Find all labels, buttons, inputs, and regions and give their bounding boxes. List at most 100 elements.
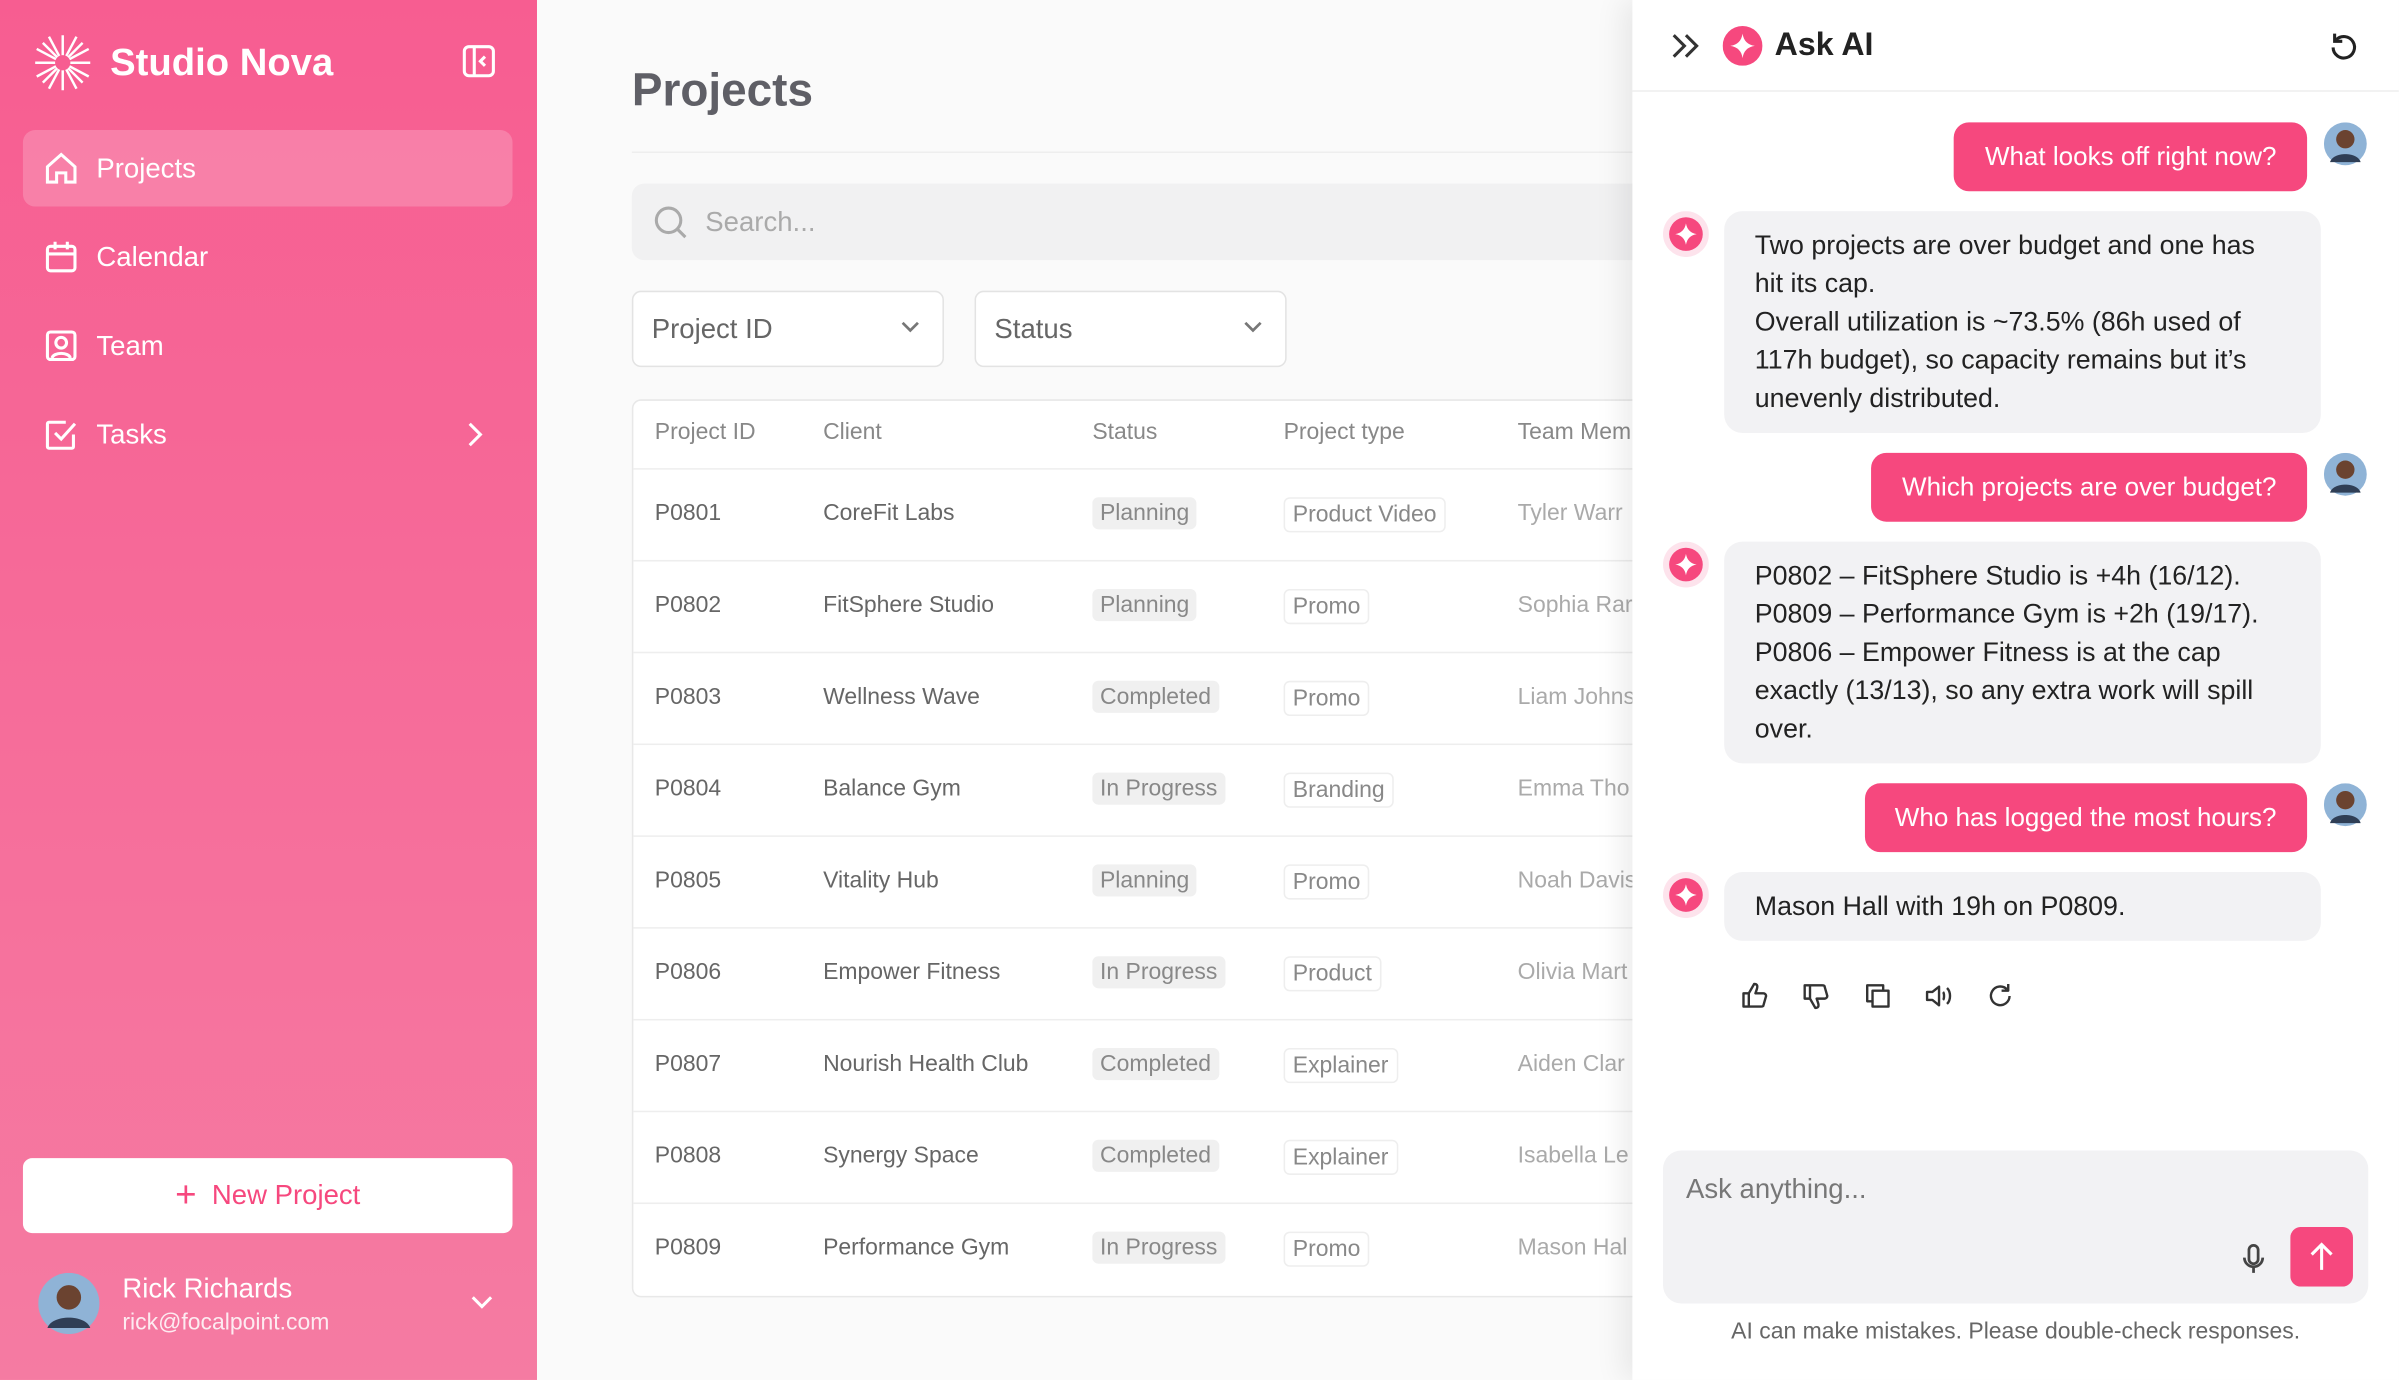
ai-message: Two projects are over budget and one has… bbox=[1724, 211, 2321, 433]
ai-avatar bbox=[1663, 872, 1709, 918]
project-id: P0808 bbox=[654, 1142, 722, 1169]
ai-message: P0802 – FitSphere Studio is +4h (16/12).… bbox=[1724, 541, 2321, 764]
filter-dropdown[interactable]: Status bbox=[974, 290, 1287, 368]
input-placeholder: Ask anything... bbox=[1685, 1173, 1867, 1205]
user-email: rick@focalpoint.com bbox=[122, 1309, 330, 1336]
nav-item[interactable]: Tasks bbox=[23, 396, 513, 472]
type-badge: Explainer bbox=[1283, 1139, 1398, 1175]
divider bbox=[633, 1110, 1705, 1113]
chat-input[interactable]: Ask anything... bbox=[1663, 1150, 2369, 1304]
user-message: Who has logged the most hours? bbox=[1864, 783, 2308, 853]
type-badge: Promo bbox=[1283, 589, 1370, 625]
filter-label: Project ID bbox=[651, 313, 773, 345]
status-badge: Completed bbox=[1092, 1047, 1219, 1081]
divider bbox=[1632, 90, 2399, 92]
user-menu[interactable] bbox=[470, 1293, 494, 1311]
ai-icon bbox=[1722, 26, 1763, 66]
nav-item[interactable]: Projects bbox=[22, 130, 513, 207]
new-project-button[interactable]: + New Project bbox=[22, 1158, 513, 1234]
main-content: Projects Search... Project ID Status Pro… bbox=[536, 0, 1706, 1380]
client: Synergy Space bbox=[823, 1142, 979, 1169]
button-label: New Project bbox=[211, 1179, 361, 1211]
divider bbox=[631, 151, 1703, 153]
collapse-button[interactable] bbox=[462, 44, 496, 78]
logo bbox=[35, 35, 91, 91]
message-row: Which projects are over budget? bbox=[1632, 452, 2398, 522]
client: Performance Gym bbox=[823, 1234, 1010, 1261]
chevron bbox=[901, 321, 919, 333]
message-list: What looks off right now? Two projects ar… bbox=[1632, 122, 2398, 1012]
client: CoreFit Labs bbox=[823, 500, 955, 527]
project-id: P0803 bbox=[654, 683, 722, 710]
nav-item[interactable]: Team bbox=[23, 308, 513, 384]
team-member: Sophia Rar bbox=[1517, 592, 1633, 619]
dislike-button[interactable] bbox=[1801, 979, 1832, 1013]
reset-chat[interactable] bbox=[2325, 29, 2362, 66]
project-id: P0807 bbox=[654, 1051, 722, 1078]
avatar bbox=[38, 1272, 100, 1335]
send-button[interactable] bbox=[2290, 1226, 2353, 1287]
mic-button[interactable] bbox=[2238, 1242, 2269, 1276]
regenerate-button[interactable] bbox=[1984, 979, 2015, 1013]
divider bbox=[633, 927, 1705, 929]
nav-label: Tasks bbox=[96, 418, 167, 450]
type-badge: Product Video bbox=[1283, 497, 1446, 533]
brand: Studio Nova bbox=[110, 41, 334, 85]
icon bbox=[45, 420, 77, 450]
divider bbox=[633, 468, 1705, 470]
divider bbox=[633, 743, 1705, 746]
chevron bbox=[1244, 321, 1262, 333]
divider bbox=[633, 559, 1705, 562]
type-badge: Explainer bbox=[1283, 1047, 1398, 1084]
ai-panel: Ask AI What looks off right now? Two proj… bbox=[1632, 0, 2399, 1380]
divider bbox=[633, 651, 1705, 654]
column-header: Team Mem bbox=[1517, 419, 1632, 446]
column-header: Status bbox=[1092, 419, 1158, 446]
nav-label: Calendar bbox=[96, 240, 209, 272]
like-button[interactable] bbox=[1739, 979, 1770, 1013]
page-title: Projects bbox=[631, 65, 813, 117]
project-id: P0802 bbox=[654, 592, 722, 619]
sidebar: Studio Nova Projects Calendar Team Tasks… bbox=[0, 0, 537, 1380]
team-member: Tyler Warr bbox=[1517, 500, 1623, 527]
search-icon bbox=[654, 206, 687, 239]
team-member: Aiden Clar bbox=[1517, 1051, 1625, 1078]
nav-item[interactable]: Calendar bbox=[23, 219, 513, 295]
team-member: Noah Davis bbox=[1517, 867, 1637, 894]
project-id: P0806 bbox=[654, 959, 722, 986]
icon bbox=[45, 241, 77, 273]
status-badge: Planning bbox=[1092, 589, 1197, 622]
message-row: What looks off right now? bbox=[1632, 122, 2398, 192]
read-aloud-button[interactable] bbox=[1923, 979, 1954, 1013]
client: Wellness Wave bbox=[823, 683, 980, 710]
message-row: P0802 – FitSphere Studio is +4h (16/12).… bbox=[1632, 541, 2398, 764]
project-id: P0805 bbox=[654, 867, 722, 894]
status-badge: In Progress bbox=[1092, 772, 1225, 805]
status-badge: Completed bbox=[1092, 680, 1219, 713]
icon bbox=[45, 152, 77, 184]
plus-icon: + bbox=[175, 1174, 197, 1216]
type-badge: Promo bbox=[1283, 864, 1370, 900]
type-badge: Product bbox=[1283, 956, 1382, 992]
user-message: What looks off right now? bbox=[1954, 122, 2308, 192]
projects-table: Project ID Client Status Project type Team M… bbox=[631, 399, 1706, 1298]
filter-dropdown[interactable]: Project ID bbox=[631, 290, 944, 368]
project-id: P0801 bbox=[654, 500, 722, 527]
filter-label: Status bbox=[994, 313, 1073, 345]
nav-label: Projects bbox=[96, 152, 196, 183]
copy-button[interactable] bbox=[1862, 979, 1893, 1013]
status-badge: In Progress bbox=[1092, 1231, 1225, 1264]
team-member: Olivia Mart bbox=[1517, 959, 1628, 986]
team-member: Emma Tho bbox=[1517, 775, 1630, 802]
divider bbox=[633, 835, 1705, 837]
team-member: Isabella Le bbox=[1517, 1142, 1629, 1169]
icon bbox=[45, 330, 77, 362]
search-box[interactable]: Search... bbox=[631, 183, 1703, 261]
ai-message: Mason Hall with 19h on P0809. bbox=[1724, 872, 2321, 941]
close-panel[interactable] bbox=[1669, 31, 1703, 62]
type-badge: Promo bbox=[1283, 1231, 1370, 1267]
ai-avatar bbox=[1663, 541, 1709, 588]
disclaimer: AI can make mistakes. Please double-chec… bbox=[1731, 1318, 2301, 1345]
divider bbox=[633, 1018, 1705, 1021]
